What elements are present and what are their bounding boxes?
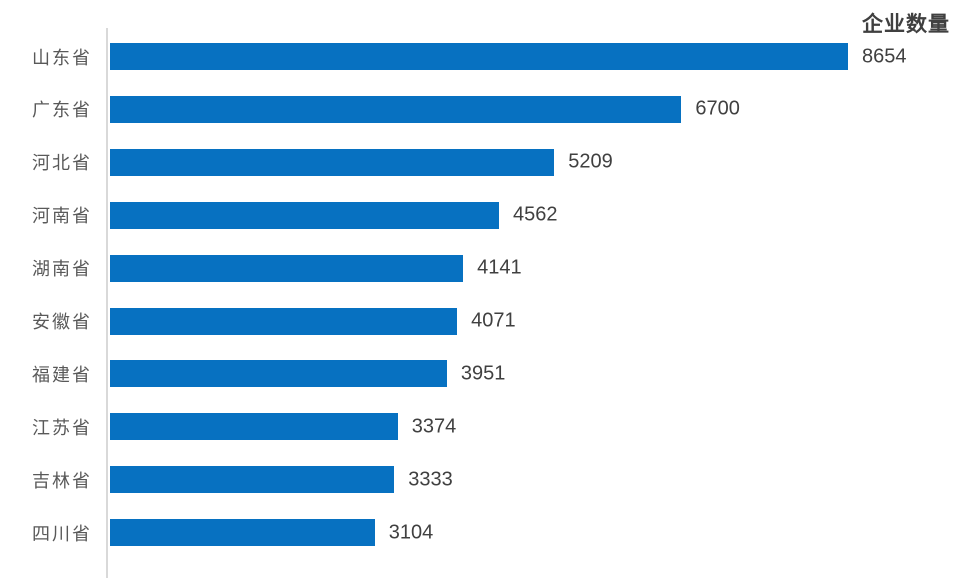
category-label: 安徽省 bbox=[32, 312, 92, 332]
bar-row: 河南省 4562 bbox=[0, 201, 959, 229]
bar bbox=[110, 148, 555, 176]
bar-value-label: 6700 bbox=[695, 97, 740, 120]
bar bbox=[110, 95, 682, 123]
bar-value-label: 3104 bbox=[388, 521, 434, 544]
bar-row: 广东省 6700 bbox=[0, 95, 959, 123]
bar-value-label: 4562 bbox=[513, 203, 558, 226]
bar-value-label: 3951 bbox=[460, 362, 506, 385]
bar-row: 山东省 8654 bbox=[0, 43, 959, 70]
category-label: 吉林省 bbox=[32, 470, 92, 491]
category-label: 河南省 bbox=[32, 206, 92, 227]
bar bbox=[110, 360, 447, 388]
category-label: 广东省 bbox=[32, 100, 92, 121]
bar-row: 安徽省 4071 bbox=[0, 307, 959, 335]
category-label: 江苏省 bbox=[32, 417, 92, 438]
bar bbox=[110, 413, 398, 441]
bar-row: 吉林省 3333 bbox=[0, 466, 959, 494]
category-label: 湖南省 bbox=[32, 259, 92, 280]
bar bbox=[110, 201, 500, 229]
bar-value-label: 4141 bbox=[477, 256, 522, 279]
bar-value-label: 8654 bbox=[862, 45, 907, 67]
bar-row: 福建省 3951 bbox=[0, 360, 959, 388]
bar-row: 湖南省 4141 bbox=[0, 254, 959, 282]
bar-row: 江苏省 3374 bbox=[0, 413, 959, 441]
category-label: 四川省 bbox=[32, 523, 92, 544]
bar bbox=[110, 307, 458, 335]
bar-value-label: 5209 bbox=[568, 150, 613, 173]
y-axis-line bbox=[106, 28, 108, 578]
bar-row: 四川省 3104 bbox=[0, 519, 959, 547]
bar bbox=[110, 519, 375, 547]
chart-title: 企业数量 bbox=[862, 13, 950, 36]
bar bbox=[110, 466, 395, 494]
bar bbox=[110, 43, 848, 70]
bar-value-label: 3374 bbox=[411, 415, 457, 438]
category-label: 福建省 bbox=[32, 364, 92, 385]
bar bbox=[110, 254, 464, 282]
category-label: 山东省 bbox=[32, 47, 92, 68]
bar-value-label: 4071 bbox=[471, 309, 516, 332]
category-label: 河北省 bbox=[32, 153, 92, 174]
bar-row: 河北省 5209 bbox=[0, 148, 959, 176]
bar-value-label: 3333 bbox=[408, 468, 453, 491]
